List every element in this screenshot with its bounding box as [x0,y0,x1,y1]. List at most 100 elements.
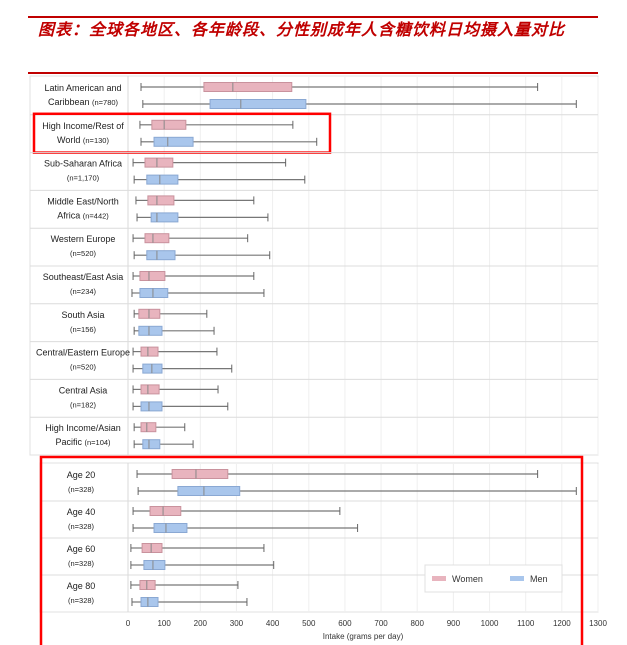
panel-2: Age 20 (n=328) Age 40 (n=328) Age 60 (n=328) A… [39,455,607,645]
group-label: Central/Eastern Europe [36,348,130,358]
iqr-box [171,469,229,479]
group-label: World (n=130) [57,135,109,145]
group-label: Pacific (n=104) [55,437,111,447]
x-tick-label: 1100 [517,619,535,628]
iqr-box [139,271,166,281]
group-label-text: World [57,135,83,145]
box-women [135,195,255,206]
group-label: Middle East/North [47,196,119,206]
group-label: (n=234) [70,287,97,296]
box-men [132,523,359,533]
box-women [132,346,218,357]
group-sample-size: (n=328) [68,596,95,605]
legend: Women Men [424,564,563,593]
box-women [140,82,539,92]
group-label: Age 60 [67,544,96,554]
box-women [139,119,294,130]
group-label: Africa (n=442) [57,210,109,220]
x-tick-label: 1300 [589,619,607,628]
group-sample-size: (n=182) [70,400,97,409]
box-women [136,469,539,479]
box-women [132,233,249,244]
group-label: Caribbean (n=780) [48,97,119,107]
legend-frame [424,564,563,593]
box-men [133,250,271,261]
box-men [140,136,318,147]
group-label: Latin American and [44,83,121,93]
group-label: (n=156) [70,325,97,334]
x-tick-label: 1000 [481,619,499,628]
iqr-box [142,363,163,374]
title-bottom-rule [28,72,598,74]
iqr-box [140,422,157,433]
group-label: Sub-Saharan Africa [44,159,122,169]
iqr-box [140,346,159,357]
iqr-box [142,439,161,450]
iqr-box [146,250,176,261]
group-label: (n=182) [70,400,97,409]
group-label-text: Pacific [55,437,84,447]
group-sample-size: (n=520) [70,249,97,258]
x-tick-label: 500 [302,619,316,628]
iqr-box [177,486,241,496]
x-tick-label: 200 [194,619,208,628]
group-label-text: Caribbean [48,97,92,107]
iqr-box [141,543,163,553]
iqr-box [147,195,175,206]
box-men [131,597,248,607]
box-women [132,384,219,395]
x-tick-label: 1200 [553,619,571,628]
group-label: Age 40 [67,507,96,517]
group-label-text: Africa [57,210,83,220]
iqr-box [140,401,163,412]
iqr-box [209,99,307,109]
group-sample-size: (n=442) [83,211,110,220]
iqr-box [153,523,188,533]
iqr-box [144,233,170,244]
box-women [130,580,239,590]
x-tick-label: 900 [447,619,461,628]
iqr-box [140,597,159,607]
legend-swatch-men [510,576,524,581]
iqr-box [144,157,174,168]
iqr-box [151,119,187,130]
group-label: Age 20 [67,470,96,480]
group-sample-size: (n=780) [92,98,119,107]
box-men [137,486,577,496]
box-women [133,308,208,319]
group-label: High Income/Asian [45,423,121,433]
group-label: Central Asia [59,385,108,395]
legend-swatch-women [432,576,446,581]
box-women [130,543,265,553]
group-sample-size: (n=328) [68,522,95,531]
group-label: (n=1,170) [67,174,100,183]
group-label: (n=520) [70,249,97,258]
box-women [132,506,341,516]
box-women [133,422,186,433]
group-sample-size: (n=328) [68,485,95,494]
group-sample-size: (n=130) [83,136,110,145]
box-men [132,401,229,412]
box-men [133,325,215,336]
group-label: High Income/Rest of [42,121,124,131]
group-label: (n=328) [68,522,95,531]
group-sample-size: (n=1,170) [67,174,100,183]
iqr-box [150,212,179,223]
x-tick-label: 800 [411,619,425,628]
box-men [130,560,275,570]
group-sample-size: (n=156) [70,325,97,334]
iqr-box [153,136,194,147]
box-men [136,212,269,223]
group-label: (n=520) [70,363,97,372]
x-tick-label: 400 [266,619,280,628]
x-axis-label: Intake (grams per day) [323,632,404,641]
x-tick-label: 0 [126,619,131,628]
box-men [132,363,233,374]
iqr-box [138,325,163,336]
x-tick-label: 700 [374,619,388,628]
group-label: Southeast/East Asia [43,272,124,282]
highlight-box [39,455,584,645]
legend-label-women: Women [452,574,483,584]
group-label: (n=328) [68,559,95,568]
